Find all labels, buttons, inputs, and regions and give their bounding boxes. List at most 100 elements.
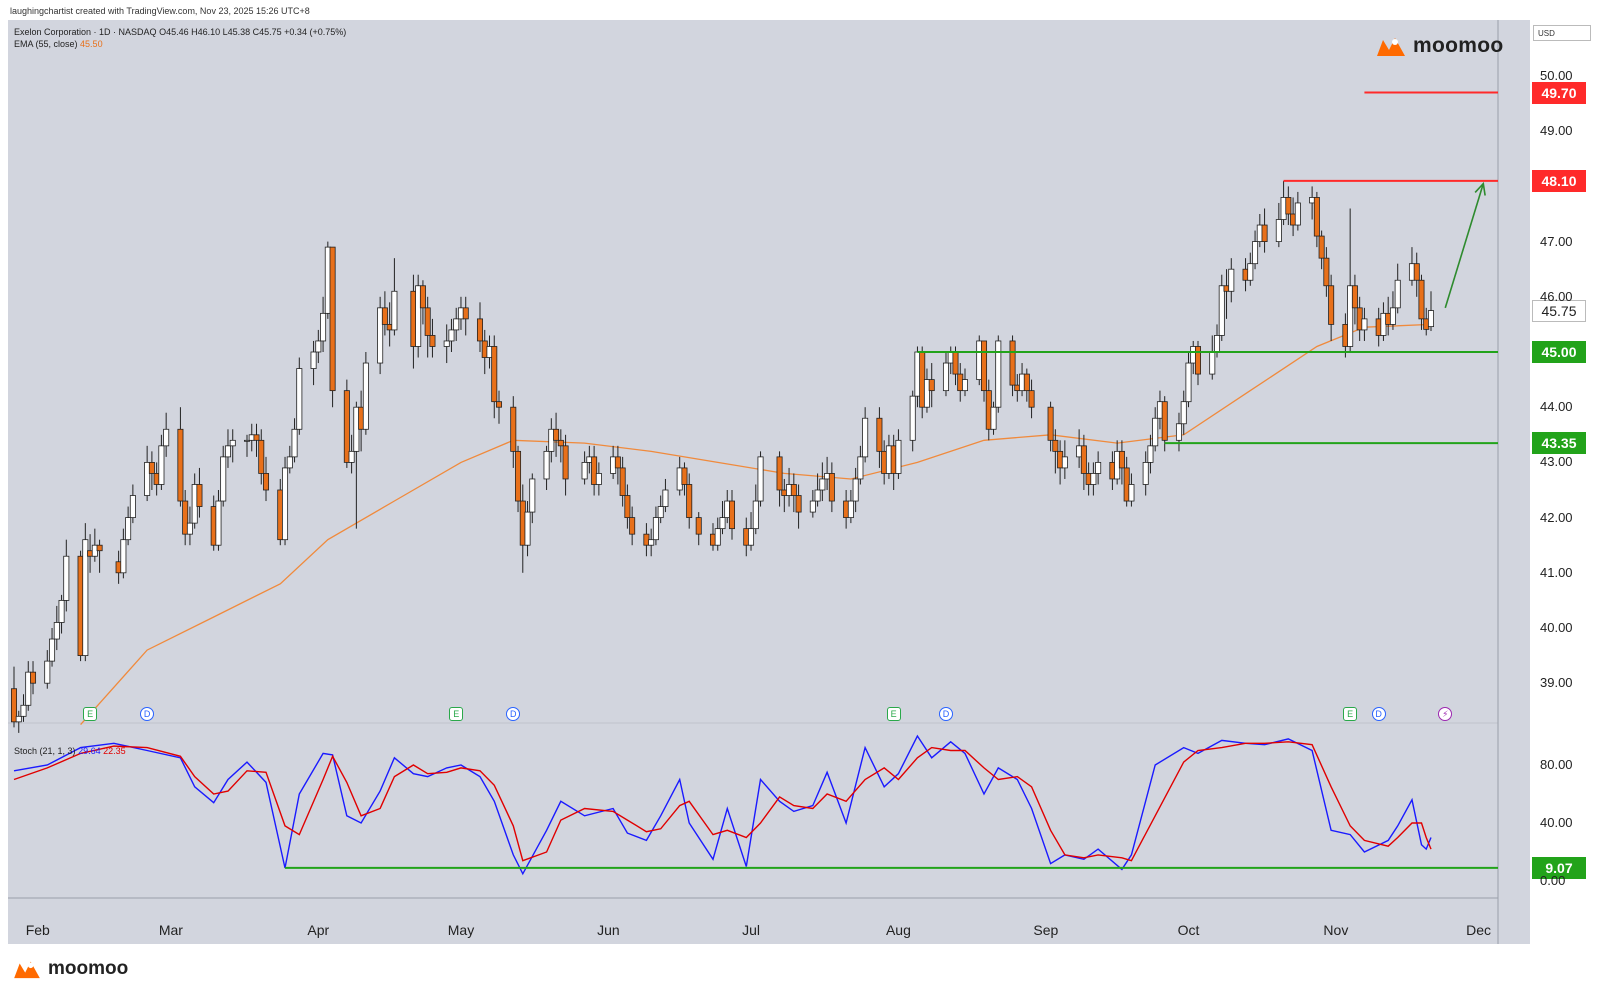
candle-body xyxy=(1313,197,1320,237)
candle-body xyxy=(809,500,816,513)
candle-body xyxy=(1090,473,1097,485)
candle-body xyxy=(581,461,588,480)
candle xyxy=(752,484,759,535)
candle xyxy=(448,318,455,352)
month-tick-label: Aug xyxy=(885,922,911,938)
candle xyxy=(652,506,659,546)
candle-body xyxy=(496,401,503,408)
candle-body xyxy=(163,428,170,447)
candle xyxy=(591,445,598,496)
candle-body xyxy=(1023,373,1030,392)
candle-body xyxy=(177,428,184,502)
candle xyxy=(25,661,32,711)
candle xyxy=(909,390,916,452)
earnings-event-marker[interactable]: E xyxy=(1343,707,1358,721)
candle xyxy=(847,490,854,524)
brand-name-bottom: moomoo xyxy=(48,958,129,980)
dividend-event-marker[interactable]: D xyxy=(1371,707,1386,721)
candle-body xyxy=(224,445,231,458)
candle xyxy=(343,379,350,468)
candle xyxy=(63,539,70,612)
candle-body xyxy=(1052,439,1059,452)
candle xyxy=(1080,434,1087,490)
candle xyxy=(120,528,127,579)
candle-body xyxy=(795,495,802,513)
candle-body xyxy=(424,307,431,336)
candle xyxy=(714,517,721,551)
candle-body xyxy=(1228,268,1235,292)
legend-ema-label: EMA (55, close) xyxy=(14,39,78,49)
earnings-event-marker[interactable]: E xyxy=(83,707,98,721)
candle-body xyxy=(443,340,450,347)
candle-body xyxy=(1347,285,1354,347)
candle-body xyxy=(790,484,797,496)
earnings-event-marker[interactable]: E xyxy=(886,707,901,721)
candle-body xyxy=(1252,241,1259,265)
candle xyxy=(58,594,65,634)
stoch-k-line xyxy=(13,734,1432,876)
candle-body xyxy=(291,428,298,458)
candle-body xyxy=(695,517,702,535)
dividend-event-marker[interactable]: D xyxy=(140,707,155,721)
candle-body xyxy=(453,318,460,331)
candle-body xyxy=(381,307,388,325)
candle-body xyxy=(714,528,721,546)
dividend-event-marker[interactable]: D xyxy=(938,707,953,721)
earnings-event-marker[interactable]: E xyxy=(449,707,464,721)
candle xyxy=(381,291,388,336)
candle-body xyxy=(1361,318,1368,331)
candle xyxy=(729,490,736,540)
legend-ohlc: O45.46 H46.10 L45.38 C45.75 +0.34 (+0.75… xyxy=(159,27,347,37)
currency-selector[interactable]: USD xyxy=(1533,25,1591,41)
candle-body xyxy=(391,290,398,331)
candle xyxy=(476,302,483,352)
candle-body xyxy=(44,660,51,684)
candle xyxy=(648,528,655,557)
candle xyxy=(662,478,669,513)
month-tick-label: Nov xyxy=(1323,922,1349,938)
candle xyxy=(757,451,764,507)
month-tick-label: Oct xyxy=(1177,922,1200,938)
target-arrow-head xyxy=(1474,181,1486,196)
price-tick-label: 42.00 xyxy=(1540,509,1573,525)
stoch-support-tag: 9.07 xyxy=(1532,856,1586,879)
resistance-price-tag: 49.70 xyxy=(1532,81,1586,104)
candle xyxy=(253,423,260,457)
candle xyxy=(220,445,227,507)
ema-55-line xyxy=(80,323,1432,726)
candle xyxy=(348,434,355,474)
candle xyxy=(695,512,702,546)
candle-body xyxy=(729,500,736,530)
dividend-event-marker[interactable]: D xyxy=(506,707,521,721)
chart-panel[interactable] xyxy=(8,20,1530,944)
price-chart[interactable] xyxy=(8,20,1530,944)
candle xyxy=(229,429,236,463)
candle xyxy=(96,539,103,573)
candle xyxy=(182,490,189,546)
stoch-tick-label: 40.00 xyxy=(1540,815,1573,830)
candle xyxy=(462,296,469,336)
candle xyxy=(1090,462,1097,496)
candle xyxy=(814,473,821,507)
candle xyxy=(795,484,802,529)
candle-body xyxy=(63,555,70,601)
candle xyxy=(857,445,864,485)
candle xyxy=(291,418,298,463)
candle-body xyxy=(11,688,17,723)
candle-body xyxy=(819,478,826,491)
candle xyxy=(258,429,265,485)
candle-body xyxy=(462,307,469,320)
candle xyxy=(1252,230,1259,270)
candle xyxy=(1180,390,1187,435)
candle-body xyxy=(419,285,426,309)
split-event-marker[interactable]: ⚡ xyxy=(1438,707,1453,721)
candle-body xyxy=(53,622,60,640)
candle-body xyxy=(1294,202,1301,226)
candle xyxy=(148,451,155,490)
candle-body xyxy=(652,517,659,541)
candle-body xyxy=(1418,279,1425,320)
candle xyxy=(876,407,883,468)
candle-body xyxy=(619,467,626,496)
candle xyxy=(1323,247,1330,297)
candle xyxy=(491,335,498,419)
